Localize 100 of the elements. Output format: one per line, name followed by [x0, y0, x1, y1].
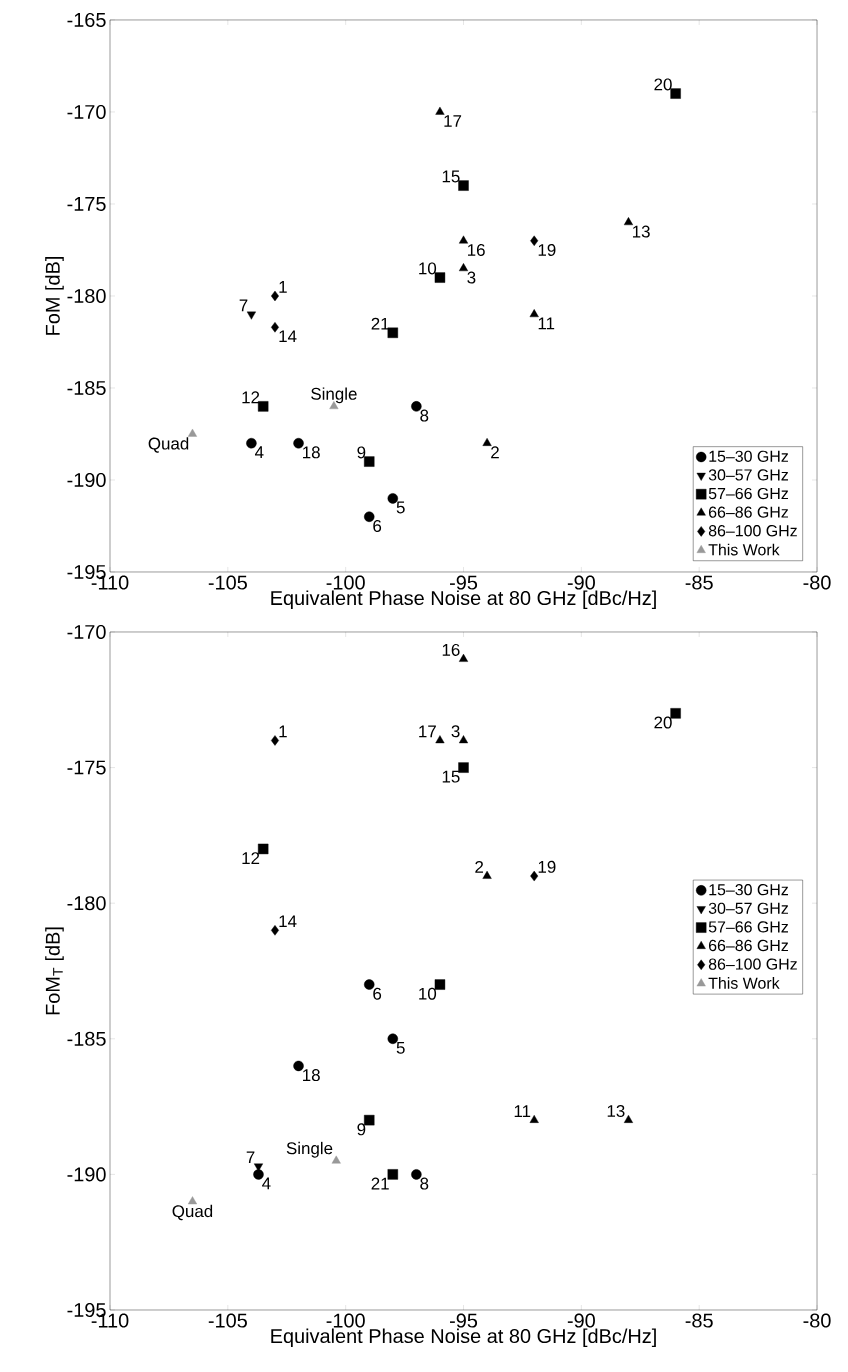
point [458, 762, 469, 773]
annotation: 11 [514, 1105, 531, 1117]
point [434, 272, 446, 283]
annotation: 15 [442, 170, 460, 183]
point [364, 511, 375, 522]
annotation: 21 [371, 1177, 389, 1190]
point [458, 180, 469, 191]
point [387, 493, 399, 504]
legend-label: 30–57 GHz [708, 469, 788, 481]
annotation: 13 [632, 225, 650, 238]
annotation: 12 [242, 852, 260, 864]
annotation: 13 [607, 1104, 625, 1117]
point [458, 263, 469, 272]
annotation: 17 [444, 115, 462, 127]
point [435, 106, 445, 115]
annotation: 15 [442, 770, 460, 783]
annotation: Single [311, 387, 357, 404]
x-tick-label: -80 [803, 1313, 831, 1328]
annotation: 10 [419, 987, 437, 1000]
point [271, 735, 279, 746]
x-tick-label: -80 [803, 575, 831, 590]
annotation: 4 [262, 1177, 271, 1190]
annotation: 10 [419, 262, 437, 275]
point [411, 1169, 422, 1180]
annotation: 20 [654, 78, 672, 91]
point [529, 309, 539, 318]
point [257, 401, 269, 412]
point [293, 437, 304, 449]
point [458, 235, 469, 244]
x-tick-label: -95 [450, 575, 478, 590]
point [387, 1169, 399, 1180]
annotation: 4 [254, 446, 264, 459]
point [623, 1114, 634, 1123]
annotation: 18 [303, 446, 320, 459]
annotation: 3 [451, 725, 460, 738]
annotation: 2 [491, 446, 499, 459]
point [458, 735, 469, 744]
point [293, 1060, 304, 1072]
y-tick-label: -170 [67, 104, 106, 120]
annotation: 8 [420, 1177, 429, 1190]
annotation: 14 [279, 915, 297, 928]
x-tick-label: -90 [567, 575, 595, 590]
x-tick-label: -95 [450, 1313, 478, 1328]
annotation: 3 [467, 271, 476, 284]
point [435, 735, 445, 744]
legend-label: 30–57 GHz [708, 902, 788, 914]
point [331, 1155, 341, 1164]
point [246, 311, 256, 320]
point [482, 870, 492, 879]
point [364, 979, 375, 990]
x-tick-label: -90 [567, 1313, 595, 1328]
x-tick-label: -100 [326, 1313, 365, 1328]
point [364, 1114, 375, 1126]
annotation: 21 [371, 317, 389, 330]
legend-label: 66–86 GHz [709, 939, 788, 952]
annotation: 7 [246, 1151, 255, 1164]
annotation: 19 [538, 243, 556, 256]
point [482, 437, 492, 446]
annotation: 9 [357, 446, 366, 459]
y-tick-label: -180 [67, 896, 106, 911]
y-tick-label: -185 [67, 1031, 106, 1046]
point [411, 401, 422, 412]
x-tick-label: -100 [326, 575, 365, 590]
x-tick-label: -105 [208, 1313, 247, 1328]
legend-label: This Work [708, 543, 780, 556]
annotation: 6 [373, 519, 382, 532]
annotation: 5 [396, 1041, 405, 1054]
point [623, 217, 634, 226]
annotation: 20 [654, 716, 672, 729]
legend-label: 15–30 GHz [709, 884, 788, 896]
x-tick-label: -85 [685, 575, 713, 590]
x-tick-label: -105 [208, 575, 247, 590]
point [187, 428, 198, 437]
annotation: 5 [396, 501, 405, 514]
annotation: 16 [442, 643, 460, 656]
annotation: 7 [239, 299, 248, 312]
point [670, 88, 681, 99]
y-tick-label: -185 [67, 380, 106, 396]
annotation: 9 [357, 1123, 366, 1136]
y-tick-label: -165 [67, 12, 106, 28]
point [434, 979, 446, 990]
annotation: 12 [242, 391, 260, 404]
legend-label: 86–100 GHz [708, 958, 797, 970]
legend-label: 15–30 GHz [709, 450, 788, 462]
annotation: 8 [420, 409, 429, 422]
annotation: 6 [373, 987, 382, 1000]
y-tick-label: -190 [67, 1167, 106, 1182]
annotation: 16 [468, 243, 485, 256]
legend-label: 66–86 GHz [709, 506, 788, 518]
point [271, 322, 279, 333]
x-axis-title: Equivalent Phase Noise at 80 GHz [dBc/Hz] [271, 590, 656, 610]
point [670, 708, 681, 719]
point [246, 437, 257, 449]
annotation: Quad [172, 1204, 213, 1221]
y-axis-title: FoM$_{T}$ [dB] [45, 927, 64, 1015]
point [364, 456, 375, 467]
y-tick-label: -175 [67, 760, 106, 775]
x-tick-label: -85 [685, 1313, 713, 1328]
point [253, 1169, 264, 1180]
annotation: Single [286, 1141, 333, 1158]
